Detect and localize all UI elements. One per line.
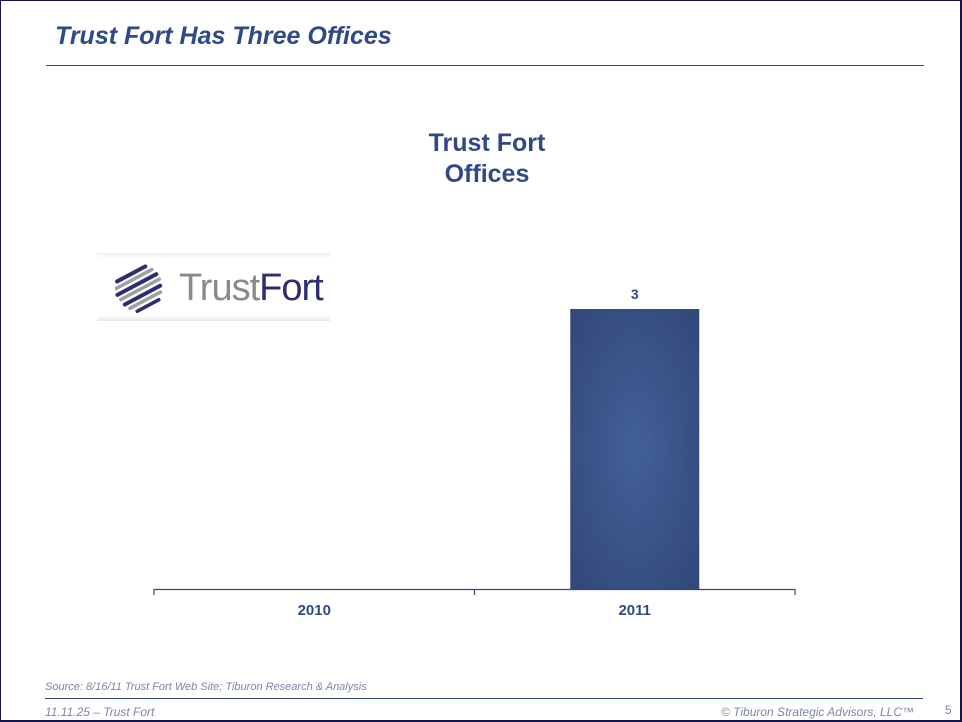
- bar-2011: [570, 309, 700, 589]
- slide-title: Trust Fort Has Three Offices: [55, 22, 392, 50]
- x-tick-label-2011: 2011: [618, 602, 651, 619]
- data-label-2011: 3: [631, 286, 639, 302]
- chart-title: Trust Fort Offices: [387, 128, 587, 190]
- footer-copyright: © Tiburon Strategic Advisors, LLC™: [720, 705, 914, 719]
- chart-title-line1: Trust Fort: [428, 129, 546, 157]
- x-tick-label-2010: 2010: [298, 602, 331, 619]
- title-divider: [46, 65, 924, 66]
- trustfort-logo: TrustFort: [97, 253, 330, 321]
- source-note: Source: 8/16/11 Trust Fort Web Site; Tib…: [45, 681, 367, 693]
- logo-wordmark: TrustFort: [179, 267, 324, 310]
- globe-logo-icon: [115, 264, 163, 313]
- page-number: 5: [945, 703, 952, 717]
- footer-date-title: 11.11.25 – Trust Fort: [45, 705, 155, 719]
- chart-title-line2: Offices: [444, 160, 530, 188]
- logo-word-trust: Trust: [179, 267, 260, 309]
- logo-word-fort: Fort: [259, 267, 324, 309]
- footer-divider: [45, 698, 923, 699]
